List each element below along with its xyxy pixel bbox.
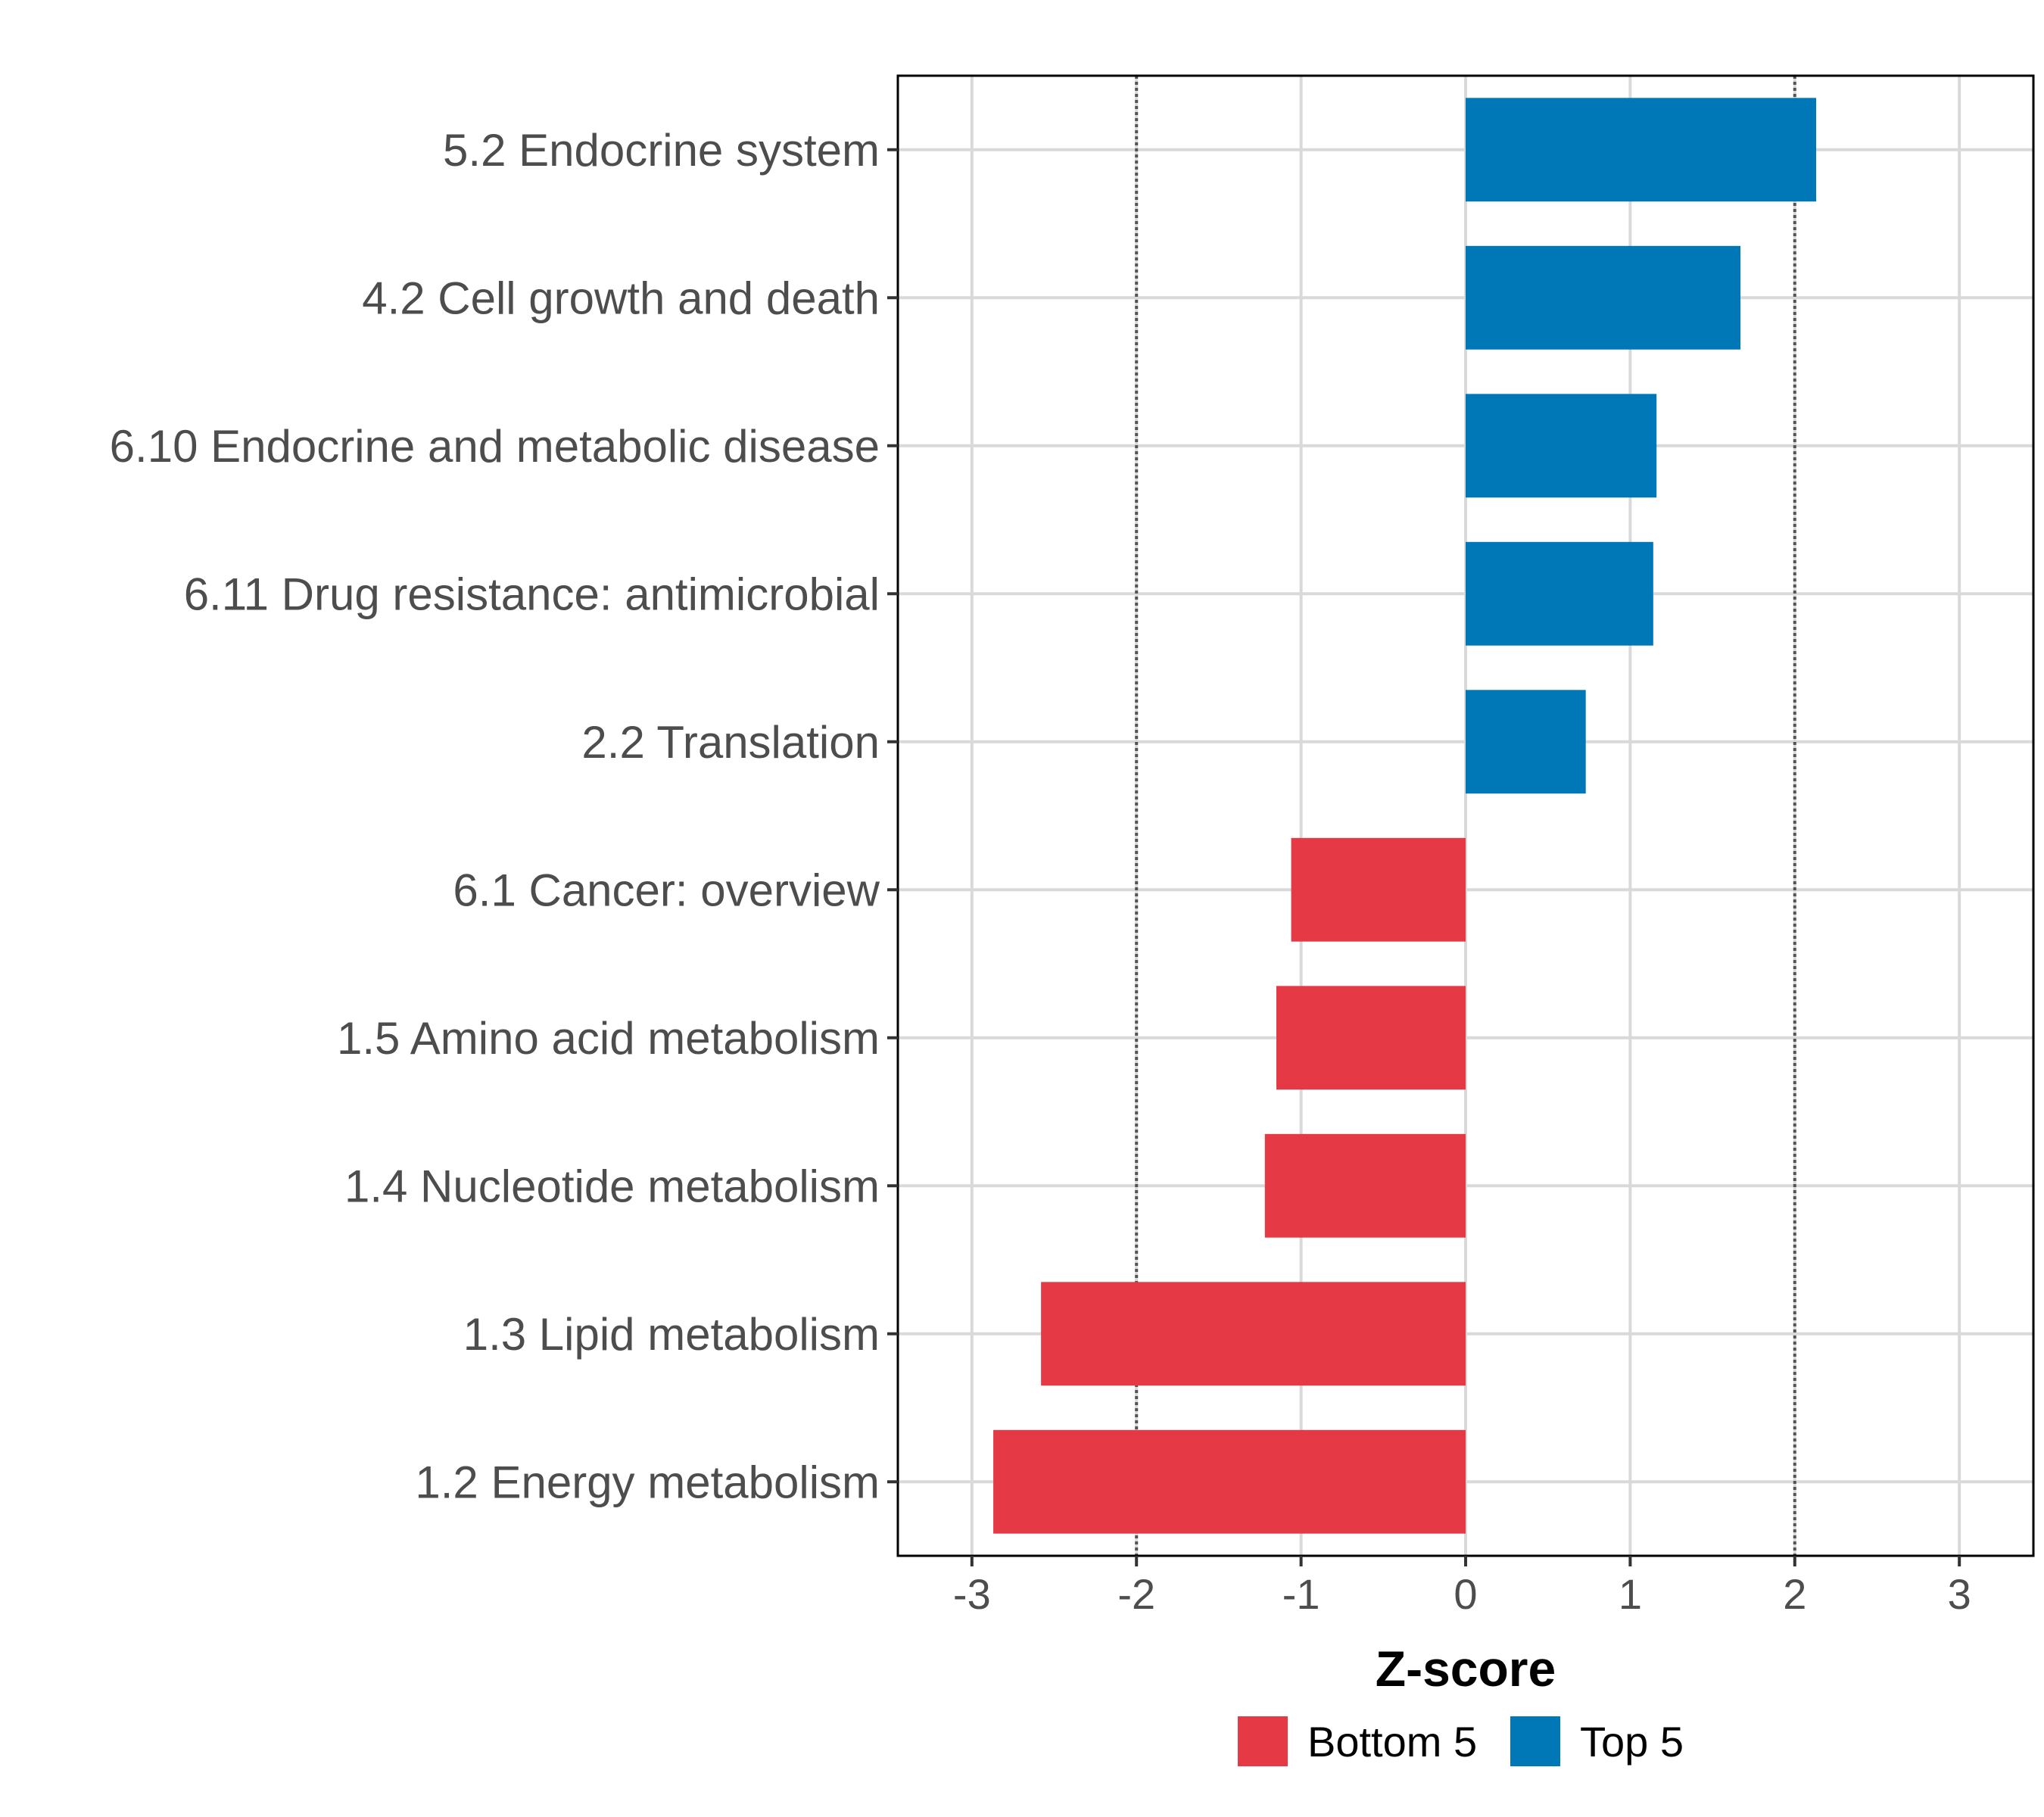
- category-label-1: 4.2 Cell growth and death: [362, 273, 880, 323]
- bar-9: [993, 1429, 1466, 1534]
- reference-lines: [1135, 76, 1796, 1556]
- x-tick-label-6: 3: [1948, 1570, 1971, 1618]
- bar-4: [1466, 690, 1586, 794]
- bar-0: [1466, 98, 1817, 202]
- x-tick-label-0: -3: [953, 1570, 991, 1618]
- bar-7: [1264, 1133, 1466, 1238]
- bar-1: [1466, 245, 1741, 350]
- x-tick-label-1: -2: [1117, 1570, 1155, 1618]
- bar-8: [1041, 1282, 1466, 1386]
- legend-label-0: Bottom 5: [1307, 1718, 1477, 1766]
- category-label-2: 6.10 Endocrine and metabolic disease: [110, 421, 880, 472]
- category-label-0: 5.2 Endocrine system: [443, 125, 880, 176]
- bars: [993, 98, 1817, 1534]
- y-axis: 5.2 Endocrine system 4.2 Cell growth and …: [110, 125, 898, 1507]
- category-label-6: 1.5 Amino acid metabolism: [337, 1013, 880, 1064]
- category-label-5: 6.1 Cancer: overview: [453, 865, 880, 915]
- category-label-3: 6.11 Drug resistance: antimicrobial: [184, 569, 880, 619]
- legend-swatch-1: [1510, 1716, 1560, 1766]
- bar-3: [1466, 541, 1653, 646]
- x-tick-label-4: 1: [1619, 1570, 1642, 1618]
- x-axis: -3 -2 -1 0 1 2 3: [953, 1556, 1971, 1618]
- legend: Bottom 5 Top 5: [1238, 1716, 1684, 1766]
- x-tick-label-3: 0: [1454, 1570, 1477, 1618]
- bar-2: [1466, 394, 1657, 498]
- x-tick-label-2: -1: [1282, 1570, 1320, 1618]
- category-label-4: 2.2 Translation: [581, 717, 880, 768]
- bar-6: [1276, 986, 1466, 1090]
- category-label-8: 1.3 Lipid metabolism: [463, 1309, 880, 1360]
- category-label-7: 1.4 Nucleotide metabolism: [344, 1161, 880, 1211]
- legend-label-1: Top 5: [1580, 1718, 1684, 1766]
- x-tick-label-5: 2: [1783, 1570, 1806, 1618]
- x-axis-title: Z-score: [1376, 1641, 1556, 1697]
- legend-swatch-0: [1238, 1716, 1288, 1766]
- bar-5: [1291, 837, 1466, 942]
- category-label-9: 1.2 Energy metabolism: [415, 1457, 880, 1507]
